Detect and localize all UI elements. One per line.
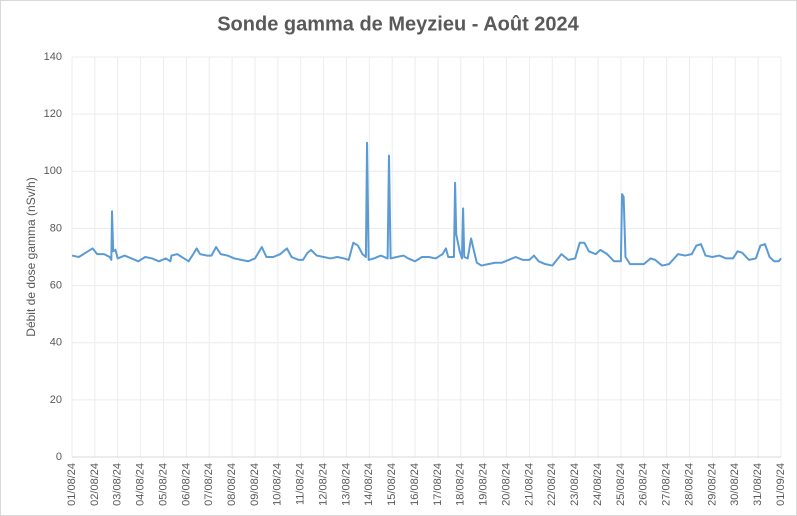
x-tick-label: 17/08/24 [432,463,444,506]
y-axis-label: Débit de dose gamma (nSv/h) [24,177,38,336]
y-tick-label: 20 [50,394,62,406]
x-tick-label: 29/08/24 [706,463,718,506]
x-tick-label: 16/08/24 [409,463,421,506]
x-tick-label: 07/08/24 [203,463,215,506]
x-tick-label: 10/08/24 [272,463,284,506]
y-tick-label: 40 [50,337,62,349]
x-tick-label: 01/08/24 [66,463,78,506]
x-tick-label: 22/08/24 [546,463,558,506]
x-tick-label: 30/08/24 [729,463,741,506]
x-tick-label: 03/08/24 [112,463,124,506]
y-tick-label: 80 [50,222,62,234]
y-tick-label: 100 [44,165,62,177]
x-tick-label: 05/08/24 [157,463,169,506]
data-line [71,141,782,267]
x-tick-label: 23/08/24 [569,463,581,506]
x-tick-label: 01/09/24 [775,463,787,506]
x-tick-label: 18/08/24 [455,463,467,506]
x-tick-label: 08/08/24 [226,463,238,506]
y-tick-label: 0 [56,451,62,463]
x-tick-label: 11/08/24 [295,463,307,505]
x-tick-label: 02/08/24 [89,463,101,506]
x-tick-label: 19/08/24 [478,463,490,506]
x-tick-label: 20/08/24 [500,463,512,506]
y-tick-label: 60 [50,279,62,291]
y-tick-label: 120 [44,108,62,120]
x-tick-label: 31/08/24 [752,463,764,506]
x-tick-label: 14/08/24 [363,463,375,506]
x-tick-label: 25/08/24 [615,463,627,506]
x-tick-label: 27/08/24 [661,463,673,506]
chart-title: Sonde gamma de Meyzieu - Août 2024 [217,13,579,35]
y-tick-label: 140 [44,51,62,63]
x-tick-label: 06/08/24 [180,463,192,506]
x-tick-label: 15/08/24 [386,463,398,506]
x-tick-label: 12/08/24 [317,463,329,506]
x-tick-label: 26/08/24 [638,463,650,506]
x-tick-label: 04/08/24 [135,463,147,506]
x-tick-label: 09/08/24 [249,463,261,506]
x-tick-label: 24/08/24 [592,463,604,506]
x-tick-label: 21/08/24 [523,463,535,506]
x-tick-label: 13/08/24 [340,463,352,506]
x-tick-label: 28/08/24 [683,463,695,506]
